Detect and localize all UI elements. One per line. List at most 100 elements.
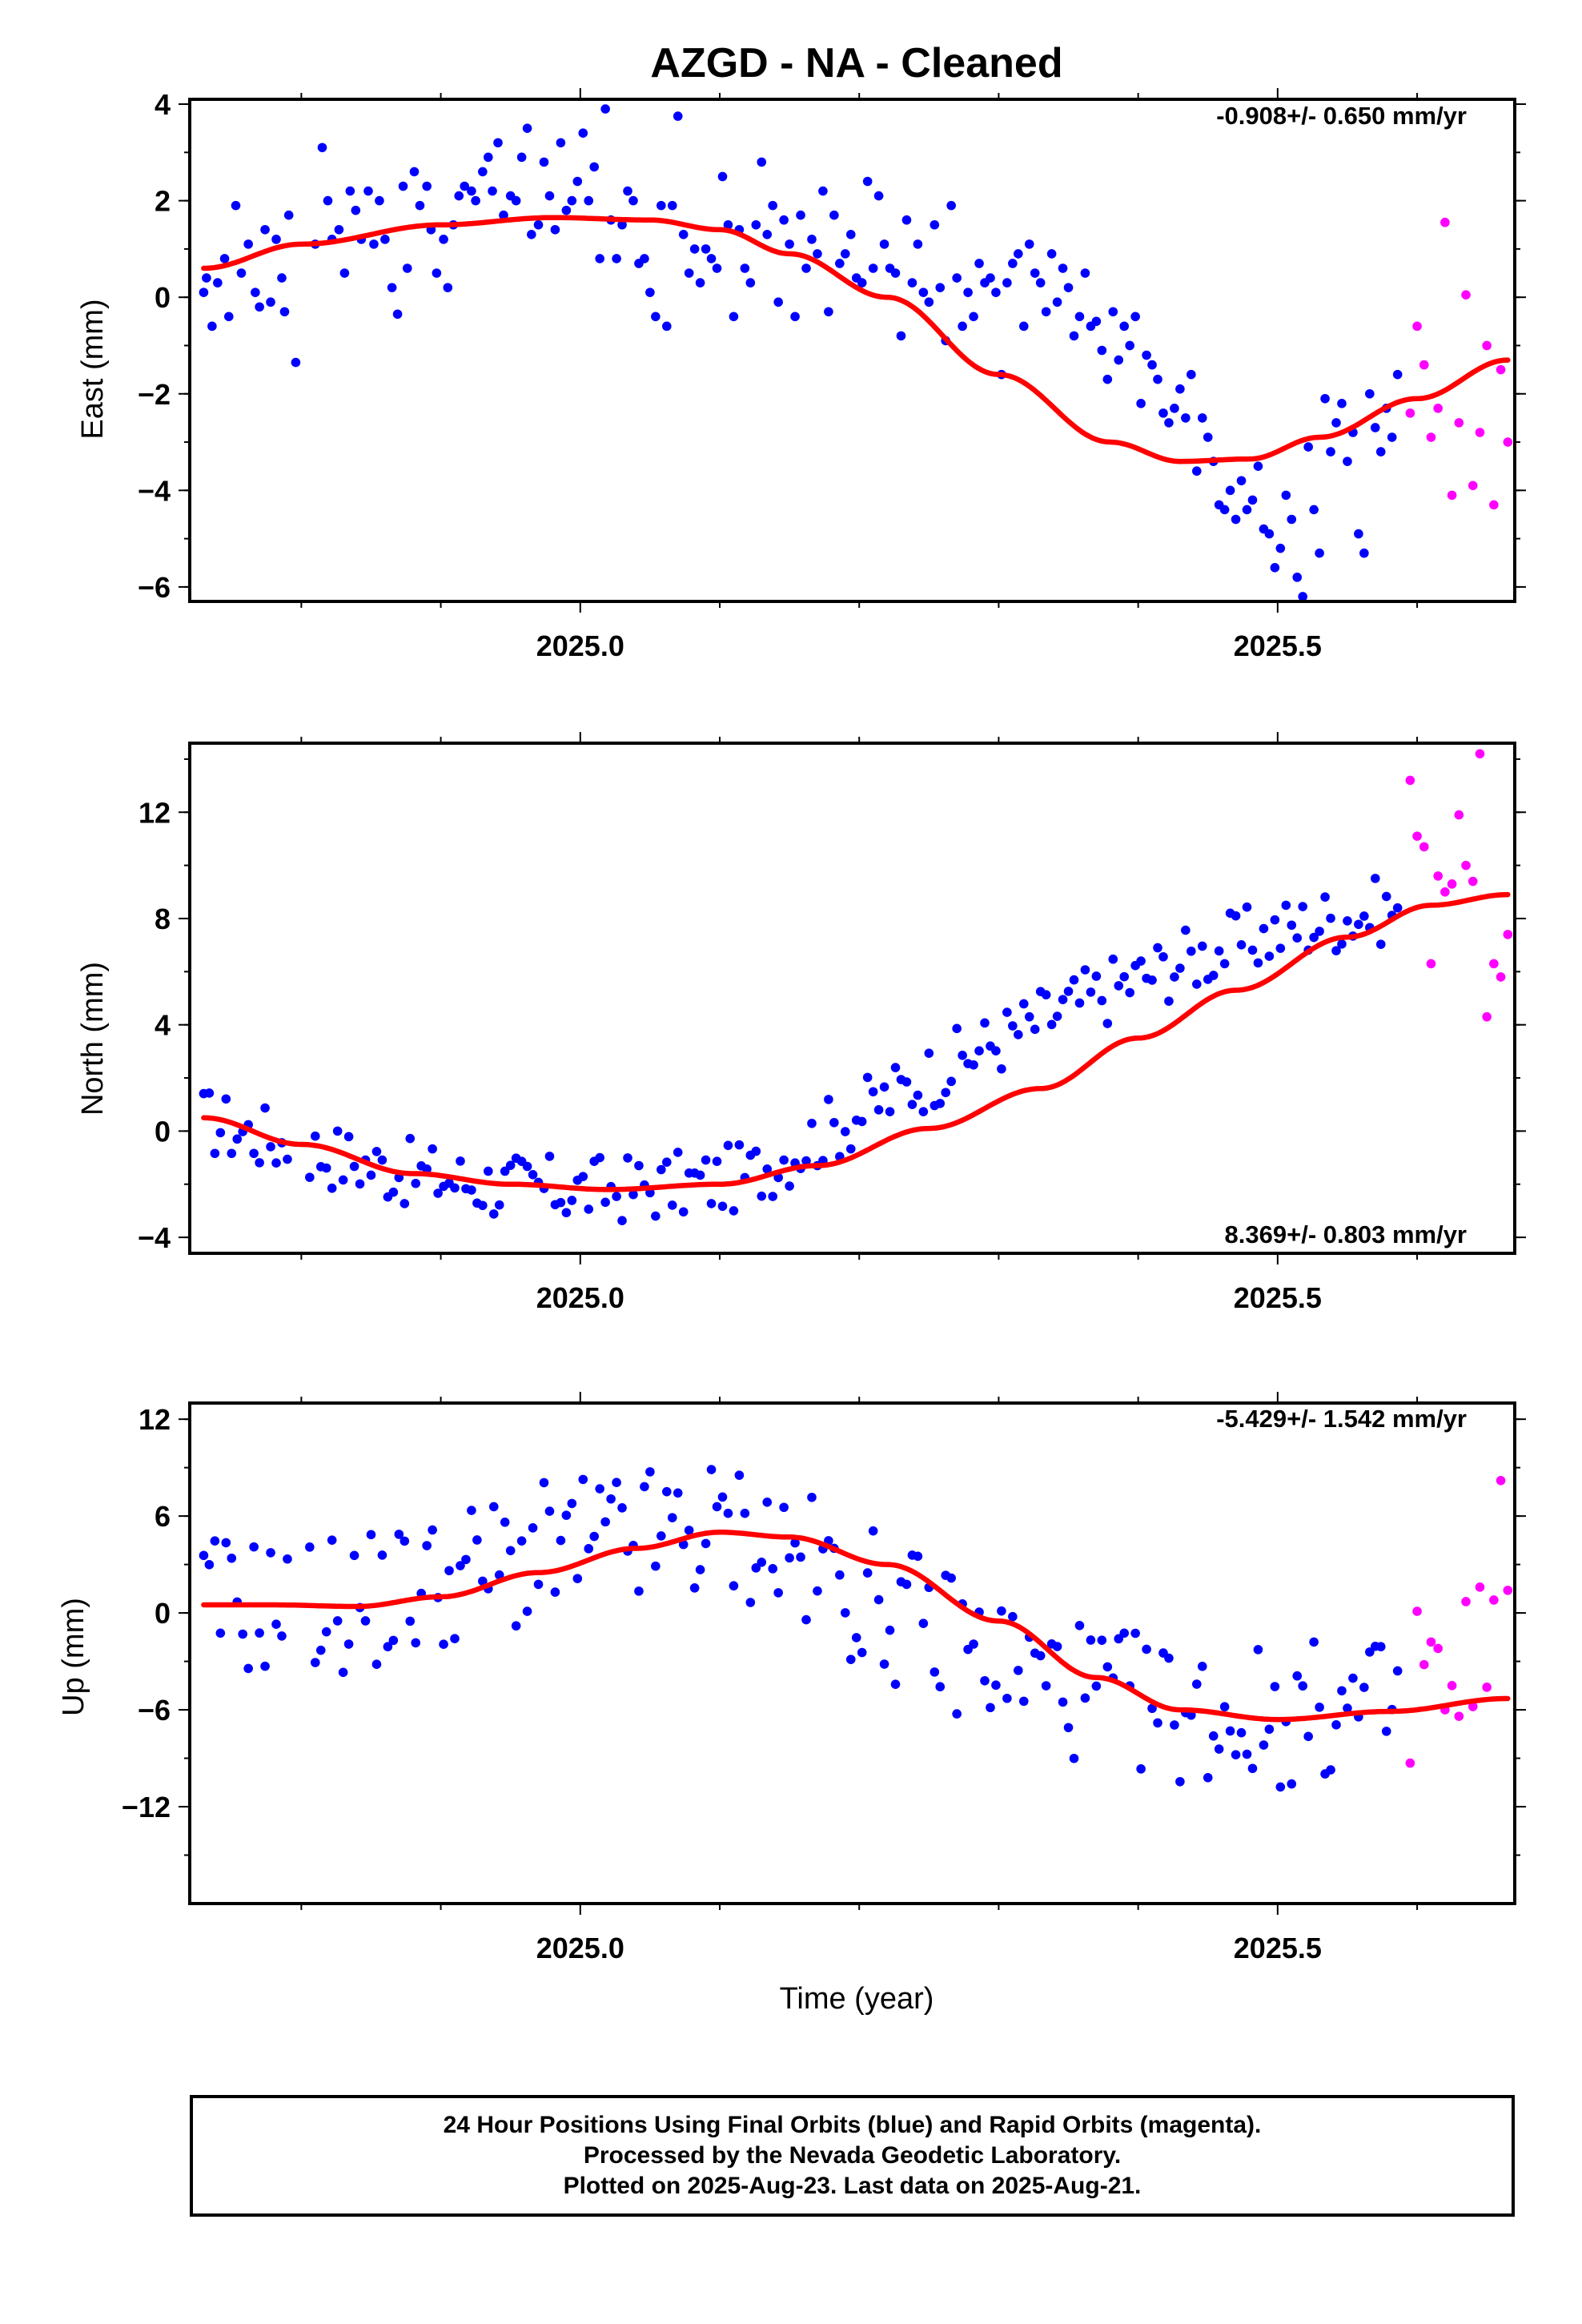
up-final-point bbox=[706, 1465, 717, 1474]
east-final-point bbox=[392, 309, 403, 320]
up-final-point bbox=[343, 1639, 354, 1649]
up-final-point bbox=[1052, 1642, 1062, 1651]
north-final-point bbox=[1275, 943, 1286, 953]
up-rapid-point bbox=[1482, 1683, 1492, 1692]
east-final-point bbox=[857, 278, 867, 287]
north-final-point bbox=[578, 1172, 588, 1181]
east-final-point bbox=[1181, 413, 1191, 423]
east-final-point bbox=[1052, 297, 1062, 308]
up-final-point bbox=[662, 1486, 672, 1497]
east-final-point bbox=[801, 263, 811, 273]
up-final-point bbox=[584, 1544, 594, 1554]
up-final-point bbox=[589, 1531, 600, 1542]
up-final-point bbox=[360, 1616, 371, 1626]
east-final-point bbox=[952, 273, 962, 283]
up-final-point bbox=[1247, 1763, 1258, 1774]
up-y-tick-label: −6 bbox=[138, 1694, 171, 1727]
east-final-point bbox=[231, 200, 241, 211]
east-final-point bbox=[1153, 374, 1162, 384]
north-final-point bbox=[283, 1154, 292, 1164]
up-final-point bbox=[310, 1658, 320, 1667]
east-final-point bbox=[1046, 249, 1057, 259]
east-final-point bbox=[785, 239, 794, 249]
up-final-point bbox=[835, 1570, 845, 1580]
east-final-point bbox=[751, 219, 761, 230]
east-final-point bbox=[1058, 263, 1068, 273]
north-final-point bbox=[1219, 959, 1230, 969]
north-rapid-point bbox=[1419, 842, 1429, 852]
up-final-point bbox=[857, 1647, 867, 1658]
east-final-point bbox=[1270, 562, 1280, 573]
east-final-point bbox=[1331, 418, 1341, 428]
east-final-point bbox=[387, 283, 397, 292]
east-final-point bbox=[1292, 573, 1303, 582]
east-final-point bbox=[1074, 312, 1085, 322]
north-final-point bbox=[556, 1197, 566, 1208]
east-final-point bbox=[380, 235, 390, 244]
up-rapid-point bbox=[1412, 1606, 1422, 1616]
east-final-point bbox=[1097, 345, 1107, 356]
north-final-point bbox=[522, 1161, 532, 1172]
east-final-point bbox=[1359, 548, 1369, 558]
east-final-point bbox=[873, 191, 884, 201]
north-final-point bbox=[321, 1163, 331, 1173]
up-x-tick-label: 2025.5 bbox=[1234, 1932, 1322, 1964]
north-final-point bbox=[332, 1126, 343, 1136]
east-final-point bbox=[868, 263, 878, 273]
up-rapid-point bbox=[1405, 1758, 1415, 1768]
east-final-point bbox=[478, 167, 488, 177]
east-final-point bbox=[317, 143, 327, 153]
north-final-point bbox=[1030, 1024, 1040, 1035]
up-final-point bbox=[986, 1703, 995, 1713]
east-final-point bbox=[1186, 369, 1196, 380]
east-final-point bbox=[1014, 249, 1023, 259]
up-final-point bbox=[539, 1478, 549, 1488]
east-rapid-point bbox=[1489, 500, 1499, 510]
up-final-point bbox=[1253, 1645, 1263, 1655]
north-final-point bbox=[868, 1087, 878, 1097]
up-final-point bbox=[238, 1629, 248, 1639]
north-y-tick-label: −4 bbox=[138, 1221, 171, 1254]
north-final-point bbox=[1008, 1021, 1018, 1031]
north-final-point bbox=[1231, 911, 1241, 921]
up-final-point bbox=[1197, 1662, 1207, 1671]
up-final-point bbox=[1091, 1681, 1102, 1691]
east-final-point bbox=[398, 181, 408, 191]
east-final-point bbox=[729, 312, 739, 322]
up-final-point bbox=[388, 1635, 399, 1646]
north-rapid-point bbox=[1482, 1011, 1492, 1022]
east-rapid-point bbox=[1412, 321, 1422, 332]
up-final-point bbox=[684, 1526, 694, 1535]
north-final-point bbox=[528, 1169, 538, 1180]
north-final-point bbox=[1309, 932, 1319, 943]
east-final-point bbox=[1008, 259, 1018, 268]
north-final-point bbox=[768, 1192, 777, 1201]
east-final-point bbox=[901, 215, 912, 225]
north-rapid-point bbox=[1447, 879, 1457, 889]
east-final-point bbox=[712, 263, 722, 273]
east-final-point bbox=[723, 219, 733, 230]
up-final-point bbox=[606, 1494, 616, 1504]
north-final-point bbox=[204, 1088, 215, 1098]
north-final-point bbox=[456, 1156, 465, 1166]
north-final-point bbox=[561, 1208, 572, 1218]
north-final-point bbox=[1320, 892, 1330, 902]
east-final-point bbox=[890, 268, 901, 278]
east-final-point bbox=[740, 263, 750, 273]
up-final-point bbox=[444, 1566, 454, 1576]
north-y-tick-label: 12 bbox=[139, 796, 171, 829]
north-final-point bbox=[1125, 987, 1134, 998]
north-frame bbox=[188, 742, 1516, 1255]
north-final-point bbox=[595, 1152, 604, 1163]
east-final-point bbox=[706, 254, 717, 263]
up-final-point bbox=[1069, 1753, 1079, 1763]
north-final-point bbox=[1292, 933, 1303, 943]
east-final-point bbox=[656, 200, 666, 211]
north-final-point bbox=[355, 1179, 365, 1189]
east-final-point bbox=[499, 210, 508, 220]
north-final-point bbox=[1181, 925, 1191, 935]
east-final-point bbox=[567, 195, 577, 206]
north-final-point bbox=[1208, 971, 1219, 980]
north-final-point bbox=[762, 1164, 773, 1174]
north-final-point bbox=[801, 1156, 811, 1166]
